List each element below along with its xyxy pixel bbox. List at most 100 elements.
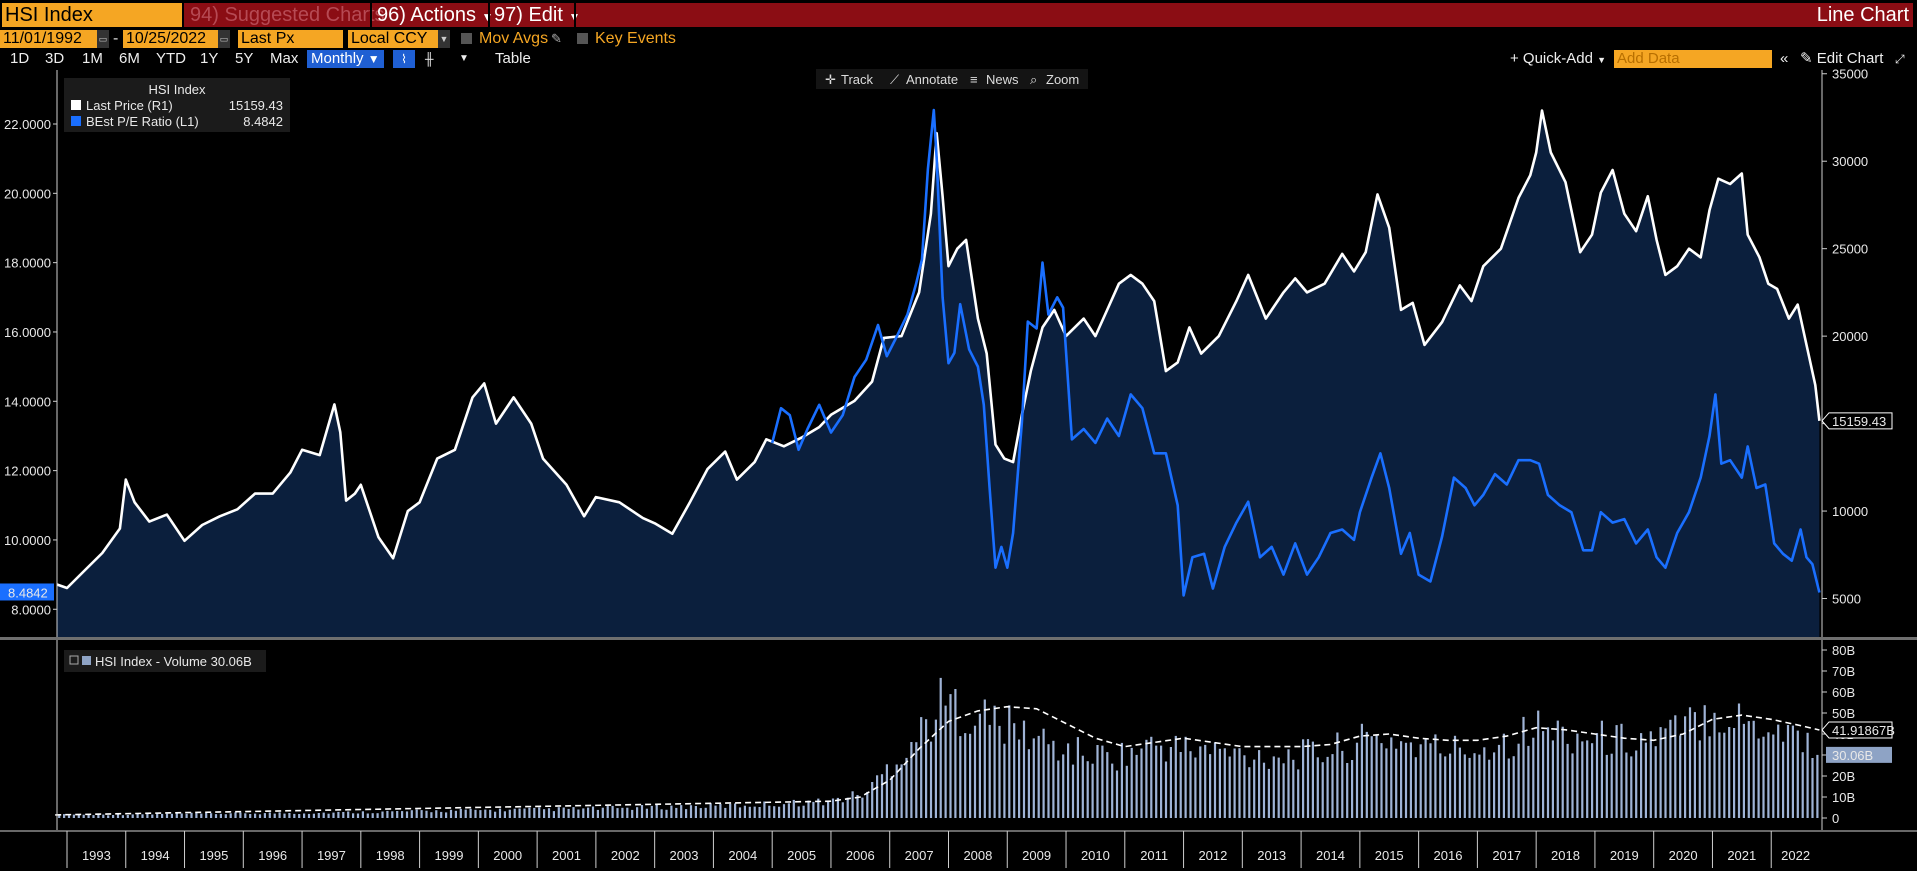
mov-avgs-checkbox[interactable] bbox=[461, 33, 472, 44]
volume-bar bbox=[146, 813, 149, 818]
period-max-button[interactable]: Max bbox=[270, 50, 299, 67]
volume-bar bbox=[1605, 754, 1608, 818]
volume-bar bbox=[1488, 759, 1491, 818]
volume-bar bbox=[1101, 745, 1104, 818]
zoom-button[interactable]: Zoom bbox=[1046, 72, 1079, 87]
year-label: 2013 bbox=[1257, 848, 1286, 863]
period-6m-button[interactable]: 6M bbox=[119, 50, 140, 67]
volume-bar bbox=[1434, 734, 1437, 818]
period-ytd-button[interactable]: YTD bbox=[156, 50, 186, 67]
key-events-label[interactable]: Key Events bbox=[595, 30, 676, 47]
collapse-icon[interactable]: « bbox=[1780, 50, 1789, 67]
legend-swatch bbox=[71, 116, 81, 126]
annotate-button[interactable]: Annotate bbox=[906, 72, 958, 87]
date-range-dash: - bbox=[113, 30, 119, 47]
chevron-down-icon[interactable]: ▼ bbox=[459, 53, 469, 64]
volume-bar bbox=[1786, 725, 1790, 818]
volume-bar bbox=[1659, 727, 1662, 818]
volume-bar bbox=[758, 807, 761, 818]
volume-bar bbox=[1537, 710, 1540, 818]
legend-swatch bbox=[71, 100, 81, 110]
volume-bar bbox=[1140, 748, 1143, 818]
track-button[interactable]: Track bbox=[841, 72, 874, 87]
pencil-icon[interactable]: ✎ bbox=[551, 31, 562, 46]
candlestick-icon[interactable]: ╫ bbox=[425, 52, 434, 66]
add-data-input[interactable]: Add Data bbox=[1614, 50, 1772, 68]
period-1m-button[interactable]: 1M bbox=[82, 50, 103, 67]
pe-ratio-line[interactable] bbox=[770, 108, 1821, 597]
key-events-checkbox[interactable] bbox=[577, 33, 588, 44]
volume-bar bbox=[949, 694, 952, 818]
volume-bar bbox=[1086, 761, 1089, 818]
volume-bar bbox=[724, 807, 727, 818]
volume-bar bbox=[670, 805, 673, 818]
volume-bar bbox=[787, 803, 790, 818]
volume-bar bbox=[190, 812, 193, 818]
legend-label: Last Price (R1) bbox=[86, 98, 173, 113]
panel-divider[interactable] bbox=[0, 637, 1917, 640]
annotate-icon[interactable]: ⟋ bbox=[890, 72, 900, 87]
table-button[interactable]: Table bbox=[495, 50, 531, 67]
volume-legend-box[interactable] bbox=[64, 650, 266, 672]
mov-avgs-label[interactable]: Mov Avgs bbox=[479, 30, 549, 47]
legend-box[interactable] bbox=[64, 78, 290, 132]
volume-bar bbox=[1223, 748, 1226, 818]
volume-tick-label: 20B bbox=[1832, 769, 1855, 784]
calendar-icon[interactable]: ▭ bbox=[218, 30, 230, 48]
volume-bar bbox=[1737, 703, 1741, 818]
track-icon[interactable]: ✛ bbox=[825, 72, 836, 87]
volume-bar bbox=[141, 814, 144, 818]
period-5y-button[interactable]: 5Y bbox=[235, 50, 254, 67]
title-bar: HSI Index 94) Suggested Charts 96) Actio… bbox=[0, 0, 1917, 29]
currency-select[interactable]: Local CCY bbox=[348, 30, 438, 48]
frequency-select[interactable]: Monthly ▼ bbox=[307, 50, 384, 68]
volume-bar bbox=[107, 815, 110, 818]
volume-bar bbox=[1297, 769, 1300, 818]
volume-bar bbox=[1008, 705, 1011, 818]
expand-icon[interactable] bbox=[69, 655, 79, 665]
quick-add-button[interactable]: + Quick-Add ▼ bbox=[1510, 50, 1607, 67]
expand-icon[interactable]: ⤢ bbox=[1895, 52, 1905, 66]
price-field-select[interactable]: Last Px bbox=[238, 30, 343, 48]
period-3d-button[interactable]: 3D bbox=[45, 50, 65, 67]
news-icon[interactable]: ≡ bbox=[970, 72, 978, 87]
volume-bar bbox=[1184, 736, 1187, 818]
volume-last-tag-label: 30.06B bbox=[1832, 748, 1873, 763]
period-1y-button[interactable]: 1Y bbox=[200, 50, 219, 67]
chevron-down-icon[interactable]: ▼ bbox=[438, 30, 450, 48]
suggested-charts-menu[interactable]: 94) Suggested Charts bbox=[190, 4, 385, 26]
volume-bar bbox=[1669, 719, 1672, 818]
line-chart-icon[interactable]: ⌇ bbox=[393, 50, 415, 68]
actions-menu[interactable]: 96) Actions ▼ bbox=[377, 3, 493, 27]
volume-bar bbox=[1160, 745, 1163, 818]
volume-bar bbox=[1169, 747, 1172, 818]
volume-bar bbox=[552, 811, 555, 818]
pe-value-tag bbox=[0, 583, 54, 601]
right-tick-label: 20000 bbox=[1832, 329, 1868, 344]
volume-bar bbox=[645, 808, 648, 818]
volume-bar bbox=[714, 805, 717, 818]
zoom-icon[interactable]: ⌕ bbox=[1030, 72, 1037, 87]
volume-moving-average-line[interactable] bbox=[55, 705, 1820, 816]
volume-bar bbox=[87, 814, 90, 818]
volume-bar bbox=[303, 813, 306, 818]
period-1d-button[interactable]: 1D bbox=[10, 50, 30, 67]
security-ticker-field[interactable]: HSI Index bbox=[2, 3, 182, 27]
volume-bar bbox=[1316, 757, 1319, 818]
volume-bar bbox=[557, 807, 560, 818]
year-label: 1993 bbox=[82, 848, 111, 863]
volume-bar bbox=[322, 812, 325, 818]
volume-bar bbox=[895, 764, 898, 818]
volume-bar bbox=[1037, 735, 1040, 818]
start-date-field[interactable]: 11/01/1992 bbox=[0, 30, 97, 48]
volume-bar bbox=[234, 812, 237, 818]
calendar-icon[interactable]: ▭ bbox=[97, 30, 109, 48]
volume-bar bbox=[910, 742, 913, 818]
end-date-field[interactable]: 10/25/2022 bbox=[123, 30, 218, 48]
last-price-line[interactable] bbox=[56, 109, 1821, 590]
news-button[interactable]: News bbox=[986, 72, 1019, 87]
volume-bar bbox=[244, 813, 247, 818]
volume-bar bbox=[1816, 754, 1819, 818]
edit-chart-button[interactable]: ✎ Edit Chart bbox=[1800, 50, 1884, 67]
